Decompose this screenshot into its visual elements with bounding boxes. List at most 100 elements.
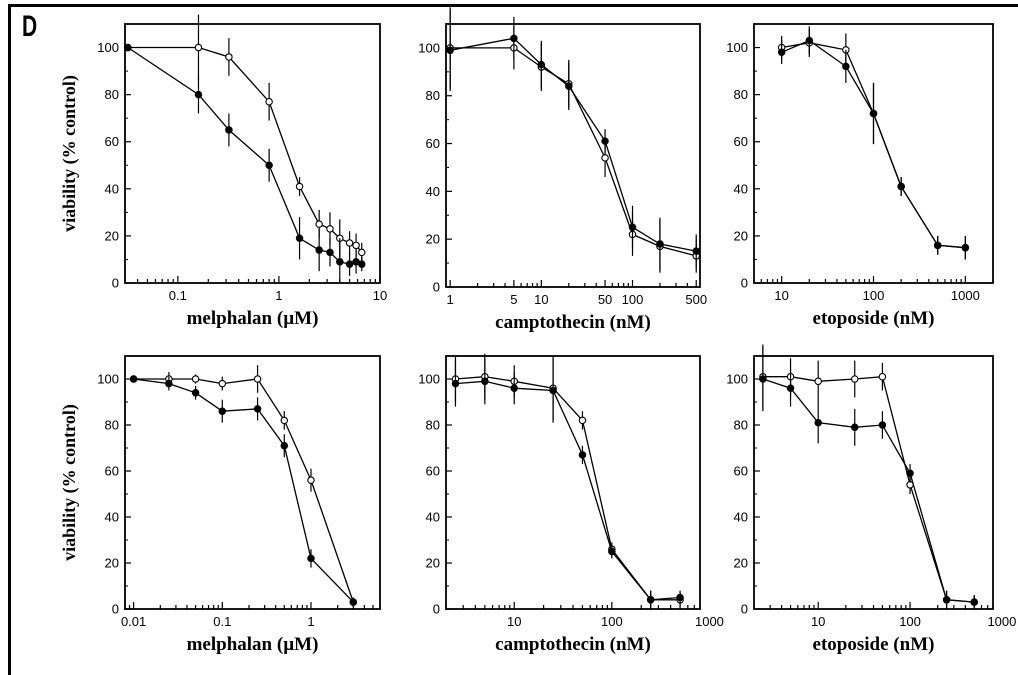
series-filled: [446, 9, 700, 271]
series-line: [133, 378, 354, 603]
plot-frame: [445, 355, 701, 610]
y-tick-label: 100: [726, 40, 748, 55]
series-line: [762, 376, 975, 603]
series-line: [127, 46, 363, 253]
data-point: [358, 248, 366, 257]
plot-frame: [124, 23, 381, 284]
x-axis-label: etoposide (nM): [813, 634, 935, 655]
data-point: [656, 240, 664, 248]
data-point: [601, 154, 609, 162]
x-tick-label: 0.1: [213, 614, 231, 629]
series-filled: [451, 358, 684, 609]
series-filled: [129, 375, 358, 607]
x-tick-label: 100: [601, 614, 623, 629]
y-tick-label: 60: [426, 136, 440, 151]
x-tick-label: 1: [275, 288, 282, 303]
y-tick-label: 20: [426, 556, 440, 571]
data-point: [194, 90, 203, 99]
data-point: [759, 375, 767, 383]
y-tick-label: 80: [734, 87, 748, 102]
series-line: [455, 376, 681, 601]
chart-panel: 0 20 40 60 80 100 1 5 10 50 100 500 camptothecin (nM…: [418, 7, 707, 333]
x-tick-label: 1000: [987, 614, 1016, 629]
y-tick-label: 60: [734, 134, 748, 149]
data-point: [814, 418, 822, 427]
figure-frame-top: [8, 4, 1018, 7]
y-tick-label: 20: [734, 228, 748, 243]
series-open: [759, 344, 979, 609]
data-point: [933, 241, 942, 250]
data-point: [265, 161, 273, 170]
x-axis-label: etoposide (nM): [813, 308, 935, 329]
series-line: [450, 47, 697, 257]
y-tick-label: 60: [105, 464, 119, 479]
data-point: [510, 34, 518, 43]
y-tick-label: 20: [426, 232, 440, 247]
plot-frame: [753, 23, 994, 284]
data-point: [510, 384, 518, 392]
data-point: [549, 386, 557, 395]
plot-frame: [753, 355, 994, 610]
data-point: [315, 246, 323, 254]
data-point: [336, 258, 344, 266]
y-tick-label: 0: [112, 276, 119, 291]
y-tick-label: 100: [97, 372, 119, 387]
series-line: [762, 378, 975, 603]
data-point: [225, 126, 233, 134]
data-point: [878, 372, 887, 381]
x-tick-label: 0.01: [121, 614, 146, 629]
data-point: [165, 379, 173, 388]
chart-panel: 0 20 40 60 80 100 10 100 1000 etoposide (nM): [726, 344, 1016, 655]
data-point: [191, 389, 200, 397]
data-point: [253, 375, 262, 383]
series-line: [133, 378, 354, 603]
data-point: [326, 248, 334, 257]
data-point: [295, 182, 304, 191]
x-axis-label: camptothecin (nM): [495, 634, 651, 655]
data-point: [225, 53, 233, 61]
y-axis-label: viability (% control): [59, 75, 80, 232]
data-point: [646, 596, 655, 604]
x-tick-label: 1: [307, 614, 314, 629]
x-axis-label: camptothecin (nM): [495, 312, 651, 333]
data-point: [218, 407, 227, 415]
y-tick-label: 0: [741, 602, 748, 617]
data-point: [676, 593, 684, 602]
figure-frame-left: [8, 4, 11, 675]
panel-letter: D: [22, 10, 38, 43]
data-point: [786, 384, 795, 392]
data-point: [265, 97, 273, 106]
y-tick-label: 40: [734, 510, 748, 525]
series-line: [127, 46, 363, 265]
data-point: [805, 36, 814, 45]
data-point: [446, 46, 454, 55]
series-line: [781, 39, 966, 249]
data-point: [608, 547, 616, 556]
y-tick-label: 40: [426, 184, 440, 199]
x-tick-label: 10: [774, 288, 788, 303]
y-tick-label: 0: [433, 280, 440, 295]
x-tick-label: 10: [507, 614, 521, 629]
y-tick-label: 80: [426, 418, 440, 433]
series-line: [450, 37, 697, 252]
x-tick-label: 5: [510, 292, 517, 307]
data-point: [851, 375, 859, 383]
plot-frame: [124, 355, 381, 610]
data-point: [814, 377, 822, 386]
x-tick-label: 1: [447, 292, 454, 307]
chart-panel: 0 20 40 60 80 100 0.01 0.1 1 melphalan (µM) viabil…: [59, 355, 381, 655]
chart-panel: 0 20 40 60 80 100 10 100 1000 camptothecin (nM): [418, 353, 724, 655]
data-point: [307, 476, 315, 484]
y-tick-label: 20: [105, 228, 119, 243]
data-point: [578, 416, 587, 425]
data-point: [345, 260, 354, 268]
y-tick-label: 0: [112, 602, 119, 617]
data-point: [628, 223, 637, 231]
plot-frame: [445, 23, 701, 288]
data-point: [942, 596, 951, 604]
x-tick-label: 100: [899, 614, 921, 629]
x-tick-label: 1000: [695, 614, 724, 629]
data-point: [326, 225, 334, 233]
y-tick-label: 20: [105, 556, 119, 571]
